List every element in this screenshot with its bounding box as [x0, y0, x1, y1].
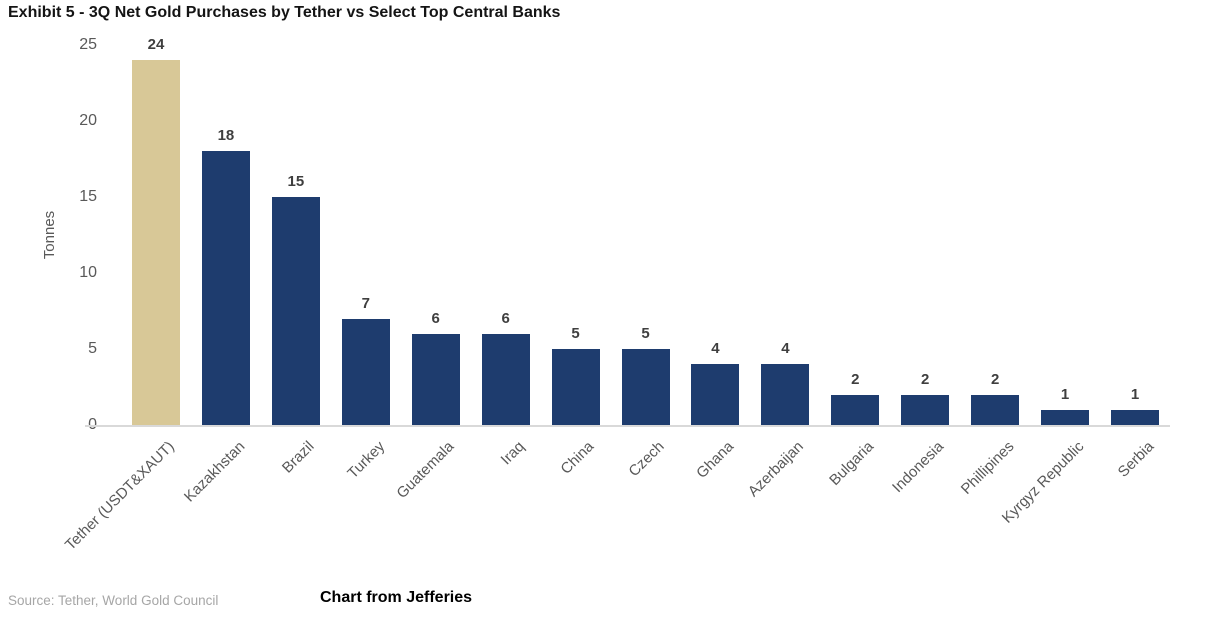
- bar-value-label: 6: [501, 309, 510, 327]
- bar: [1111, 409, 1160, 425]
- bar: [831, 394, 880, 425]
- x-axis-label: Turkey: [343, 438, 388, 483]
- bar-value-label: 2: [851, 370, 860, 388]
- bar-value-label: 18: [217, 127, 235, 145]
- bar-value-label: 2: [990, 370, 1000, 388]
- bar-value-label: 7: [361, 294, 370, 312]
- bar: [271, 197, 320, 425]
- bar-value-label: 5: [571, 325, 580, 342]
- bar-value-label: 6: [431, 309, 440, 327]
- x-axis-label: Iraq: [497, 438, 528, 469]
- chart-credit: Chart from Jefferies: [320, 589, 473, 606]
- y-tick-label: 0: [55, 416, 97, 434]
- bar-value-label: 1: [1060, 385, 1070, 403]
- bar-value-label: 1: [1130, 385, 1140, 403]
- x-axis-label: Bulgaria: [826, 438, 878, 489]
- x-axis-label: Kazakhstan: [180, 438, 248, 506]
- x-axis-label: Serbia: [1114, 438, 1158, 481]
- x-axis-label: Czech: [625, 438, 668, 481]
- y-tick-label: 5: [88, 340, 97, 357]
- bar: [691, 364, 740, 425]
- bar-value-label: 15: [287, 173, 305, 190]
- x-axis-label: Azerbaijan: [745, 438, 808, 501]
- bar: [971, 394, 1020, 425]
- y-tick-label: 15: [79, 188, 97, 205]
- x-axis-label: Tether (USDT&XAUT): [62, 438, 179, 554]
- x-axis-label: Brazil: [279, 438, 318, 477]
- bar: [481, 333, 530, 425]
- bar: [201, 151, 250, 425]
- y-tick-label: 25: [79, 36, 97, 53]
- bar: [761, 364, 810, 425]
- x-axis-label: Indonesia: [889, 438, 948, 497]
- bar-value-label: 24: [147, 36, 165, 54]
- x-axis-label: Ghana: [693, 438, 738, 482]
- x-axis-label: Phillipines: [957, 438, 1018, 498]
- bar: [411, 333, 460, 425]
- bar-value-label: 4: [781, 340, 790, 358]
- y-tick-label: 20: [79, 112, 97, 129]
- bar: [901, 394, 950, 425]
- bar: [132, 60, 180, 425]
- x-axis-label: China: [557, 438, 598, 478]
- x-axis-label: Guatemala: [393, 438, 458, 502]
- bar: [341, 318, 390, 425]
- chart-title: Exhibit 5 - 3Q Net Gold Purchases by Tet…: [8, 4, 561, 21]
- y-tick-label: 10: [79, 264, 97, 281]
- bar: [551, 349, 600, 425]
- source-note: Source: Tether, World Gold Council: [8, 593, 219, 608]
- bar-value-label: 2: [921, 370, 930, 388]
- bar: [1041, 409, 1090, 425]
- x-axis-line: [85, 425, 1170, 427]
- bar-value-label: 5: [641, 325, 650, 342]
- bar: [621, 349, 670, 425]
- bar-value-label: 4: [711, 340, 720, 358]
